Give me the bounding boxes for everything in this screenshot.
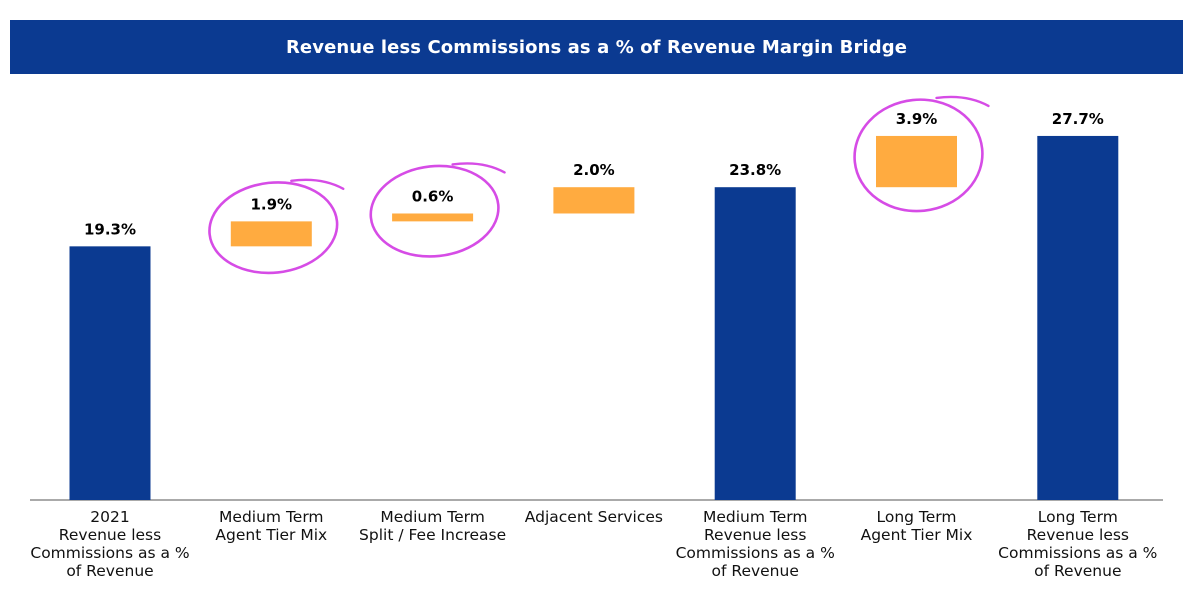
chart-title: Revenue less Commissions as a % of Reven… — [285, 36, 908, 58]
category-label: Commissions as a % — [998, 544, 1157, 562]
category-label: 2021 — [90, 508, 129, 526]
category-label: of Revenue — [1034, 562, 1121, 580]
data-label: 0.6% — [412, 187, 454, 205]
data-label: 19.3% — [84, 220, 136, 238]
category-label: Commissions as a % — [30, 544, 189, 562]
data-label: 27.7% — [1052, 110, 1104, 128]
category-label: Revenue less — [1027, 526, 1129, 544]
delta-bar — [876, 135, 957, 188]
data-label: 23.8% — [729, 161, 781, 179]
category-label: Medium Term — [219, 508, 323, 526]
data-label: 2.0% — [573, 161, 615, 179]
category-label: Medium Term — [703, 508, 807, 526]
total-bar — [1037, 135, 1119, 500]
total-bar — [69, 246, 151, 500]
category-label: Commissions as a % — [676, 544, 835, 562]
delta-bar — [392, 213, 474, 222]
category-label: of Revenue — [712, 562, 799, 580]
category-label: Revenue less — [704, 526, 806, 544]
category-label: Split / Fee Increase — [359, 526, 506, 544]
data-label: 1.9% — [250, 195, 292, 213]
delta-bar — [230, 221, 312, 247]
highlight-circle — [208, 181, 339, 275]
category-label: Adjacent Services — [525, 508, 663, 526]
highlight-stroke-tail — [290, 178, 345, 191]
highlight-circle — [853, 98, 984, 213]
highlight-circle — [369, 164, 500, 258]
category-label: Long Term — [876, 508, 956, 526]
category-label: Agent Tier Mix — [861, 526, 973, 544]
highlight-stroke-tail — [935, 95, 990, 108]
data-label: 3.9% — [896, 110, 938, 128]
category-label: Revenue less — [59, 526, 161, 544]
highlight-stroke-tail — [451, 162, 506, 174]
category-label: Long Term — [1038, 508, 1118, 526]
total-bar — [714, 187, 796, 500]
category-label: Medium Term — [380, 508, 484, 526]
category-label: Agent Tier Mix — [215, 526, 327, 544]
category-label: of Revenue — [66, 562, 153, 580]
delta-bar — [553, 187, 635, 214]
chart-title-bar: Revenue less Commissions as a % of Reven… — [10, 20, 1183, 74]
